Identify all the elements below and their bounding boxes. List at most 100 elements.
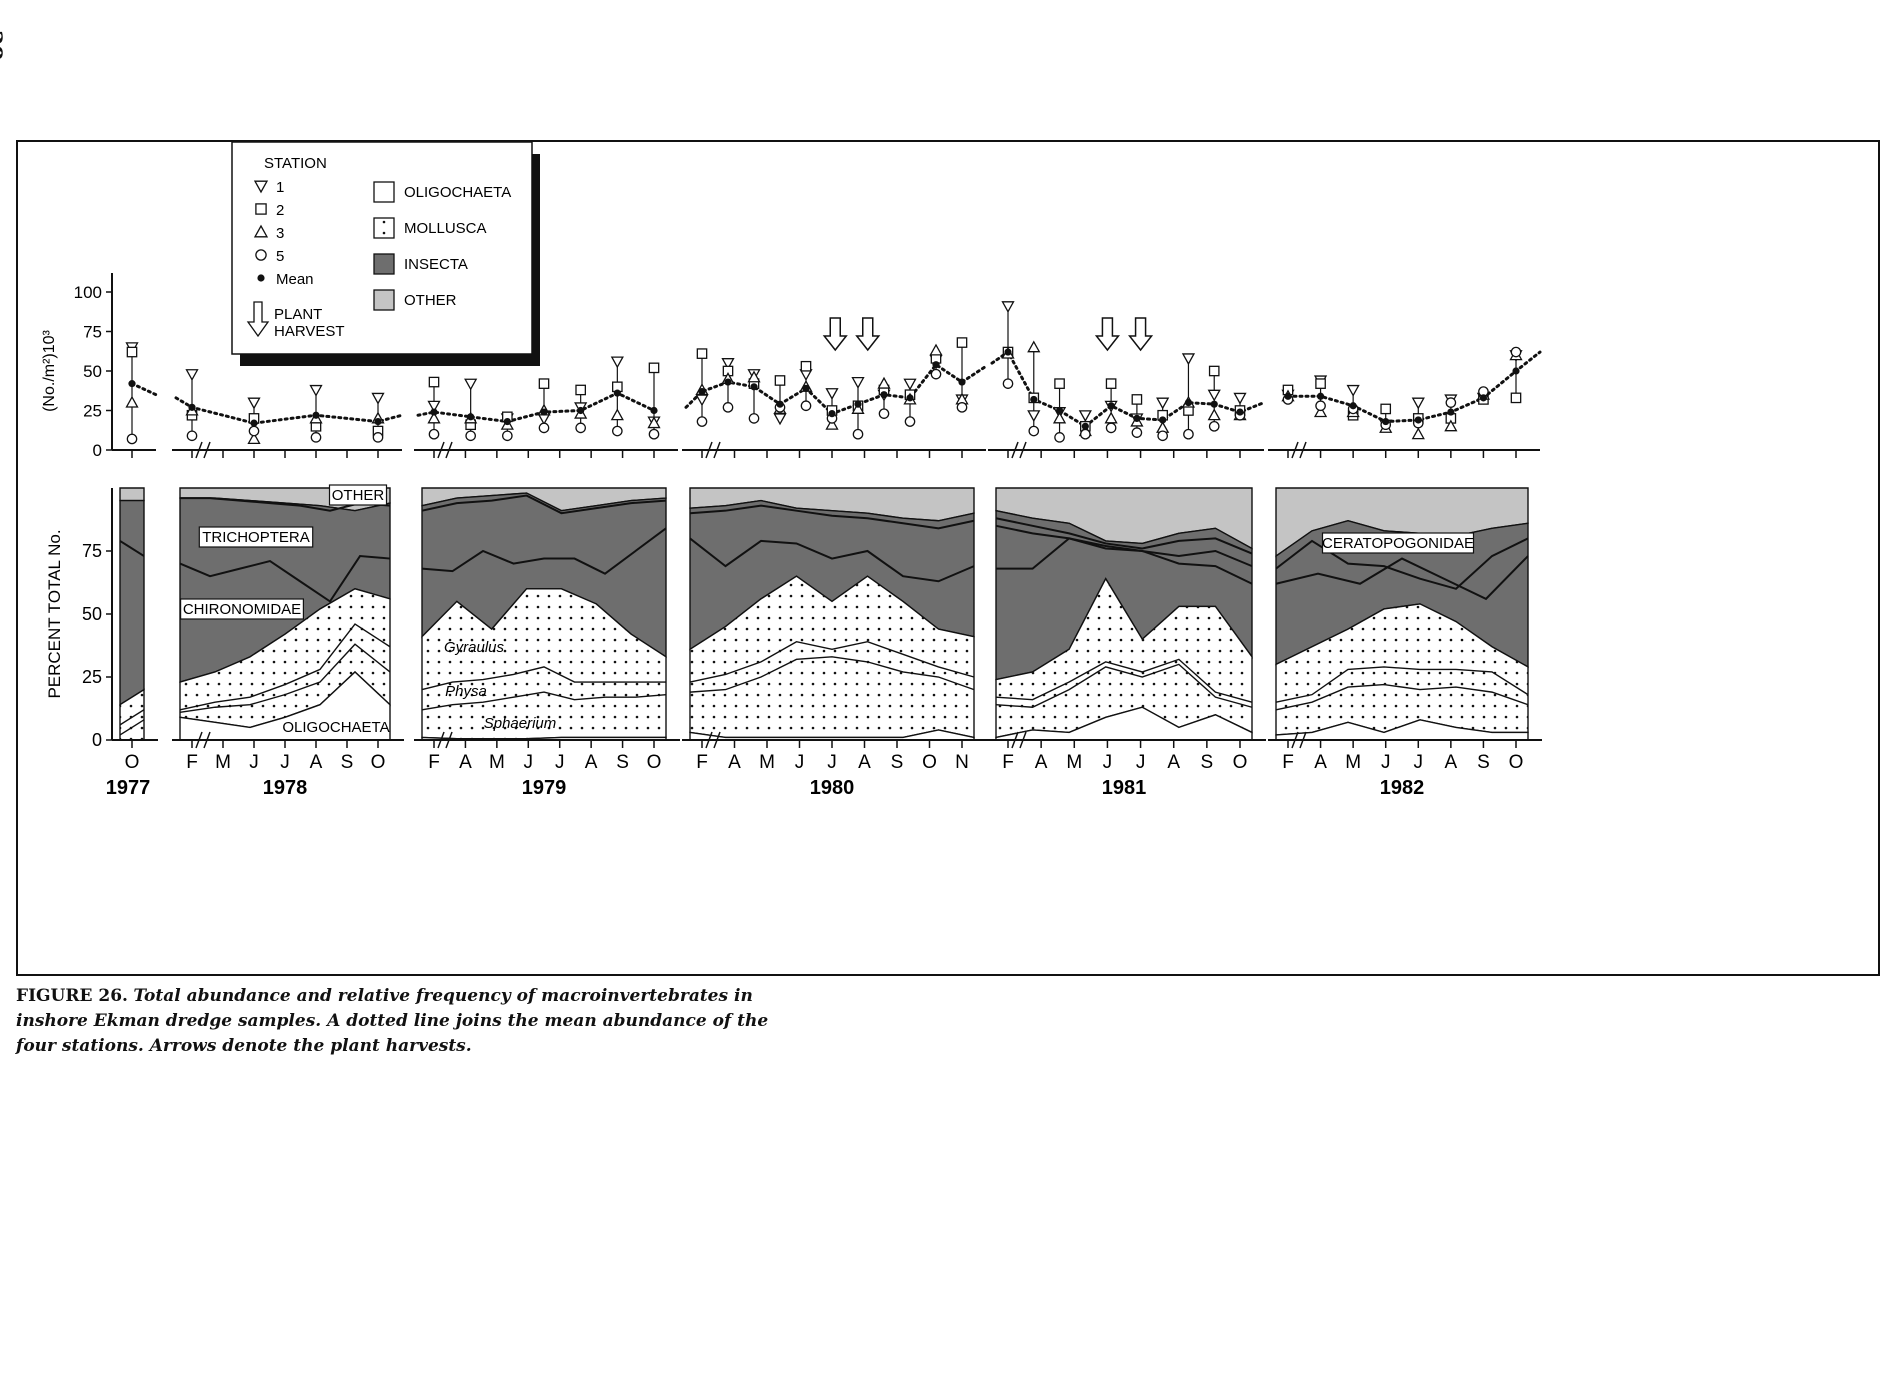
station-1-marker [773, 413, 787, 426]
taxon-label-box [198, 526, 314, 548]
month-tick-label: A [1314, 752, 1327, 773]
mean-marker [1133, 414, 1141, 422]
mean-marker [1236, 408, 1244, 416]
mean-marker [1184, 399, 1193, 407]
month-tick-label: M [215, 752, 231, 773]
month-tick-label: S [891, 752, 904, 773]
station-2-marker [648, 362, 660, 374]
station-2-marker [1380, 403, 1392, 415]
mean-marker [250, 419, 258, 427]
mean-marker [1159, 416, 1167, 424]
taxon-label: Gyraulus [444, 639, 505, 656]
station-5-marker [575, 422, 586, 434]
month-tick-label: A [858, 752, 871, 773]
month-tick-label: M [1345, 752, 1361, 773]
station-5-marker [878, 408, 890, 419]
station-1-marker [851, 377, 865, 389]
station-5-marker [1131, 427, 1143, 438]
axis-break-mark [445, 731, 453, 749]
month-tick-label: O [1509, 752, 1524, 773]
mean-marker [1349, 402, 1357, 410]
station-1-marker [1346, 384, 1360, 397]
month-tick-label: F [1002, 752, 1014, 773]
station-2-marker [126, 346, 138, 358]
axis-break-mark [195, 441, 203, 459]
mean-marker [430, 408, 438, 416]
axis-break-mark [203, 441, 211, 459]
mean-marker [1210, 400, 1218, 408]
year-label: 1980 [810, 777, 855, 799]
station-5-marker [502, 430, 513, 442]
station-3-marker [929, 343, 943, 356]
station-5-marker [1002, 378, 1014, 389]
legend-swatch [373, 181, 395, 203]
axis-break-mark [195, 731, 203, 749]
mean-line [130, 382, 158, 397]
mean-marker [802, 384, 810, 392]
mean-marker [312, 411, 320, 419]
insect-taxon-line [179, 554, 391, 603]
station-5-marker [1510, 346, 1522, 358]
month-tick-label: J [1414, 752, 1424, 773]
station-5-marker [372, 432, 384, 443]
percent-y-tick-label: 75 [82, 541, 102, 561]
station-1-marker [185, 369, 199, 381]
month-tick-label: A [1035, 752, 1048, 773]
station-3-marker [1052, 411, 1067, 424]
legend-station-label: 5 [276, 248, 284, 265]
abundance-y-tick-label: 100 [74, 283, 102, 302]
legend-group-label: MOLLUSCA [404, 220, 487, 237]
insect-taxon-line [689, 504, 975, 530]
mean-marker [1055, 406, 1064, 415]
legend-group-label: INSECTA [404, 256, 468, 273]
station-3-marker [825, 417, 839, 430]
station-5-marker [1157, 430, 1168, 442]
mollusc-taxon-line [119, 719, 145, 736]
taxon-label-box [328, 484, 388, 506]
insect-taxon-line [1275, 537, 1529, 590]
station-1-marker [1411, 397, 1425, 410]
station-5-marker [465, 430, 476, 442]
station-1-marker [464, 378, 478, 391]
year-label: 1981 [1102, 777, 1147, 799]
mollusc-taxon-line [1275, 666, 1529, 703]
month-tick-label: O [1233, 752, 1248, 773]
mean-line [990, 349, 1266, 429]
abundance-y-tick-label: 25 [83, 402, 102, 421]
axis-break-mark [705, 441, 713, 459]
month-tick-label: M [489, 752, 505, 773]
station-3-marker [610, 408, 624, 421]
station-3-marker [247, 432, 261, 444]
taxon-label: Physa [445, 683, 487, 700]
axis-break-mark [713, 441, 721, 459]
station-2-marker [696, 348, 708, 359]
percent-y-tick-label: 50 [82, 604, 102, 624]
plant-harvest-arrow-icon [1094, 317, 1120, 352]
mean-marker [1316, 392, 1325, 400]
axis-break-mark [713, 731, 721, 749]
mollusc-taxon-line [689, 656, 975, 693]
axis-break-mark [1019, 441, 1027, 459]
station-2-marker [538, 378, 550, 389]
station-5-marker [930, 368, 942, 380]
station-1-marker [721, 358, 735, 370]
month-tick-label: J [1136, 752, 1146, 773]
station-5-marker [1445, 397, 1457, 408]
mean-line [174, 396, 404, 425]
mean-marker [828, 410, 836, 418]
station-5-marker [310, 432, 322, 443]
axis-break-mark [1019, 731, 1027, 749]
mean-marker [467, 413, 475, 421]
station-5-marker [1208, 420, 1220, 432]
percent-y-tick-label: 25 [82, 667, 102, 687]
station-5-marker [428, 428, 440, 440]
axis-break-mark [1291, 441, 1299, 459]
plant-harvest-arrow-icon [822, 317, 848, 352]
mean-marker [906, 394, 914, 402]
mean-marker [650, 406, 658, 415]
insect-taxon-line [421, 527, 667, 575]
mollusc-taxon-line [179, 623, 391, 711]
month-tick-label: J [1381, 752, 1391, 773]
mean-marker [1512, 367, 1520, 375]
